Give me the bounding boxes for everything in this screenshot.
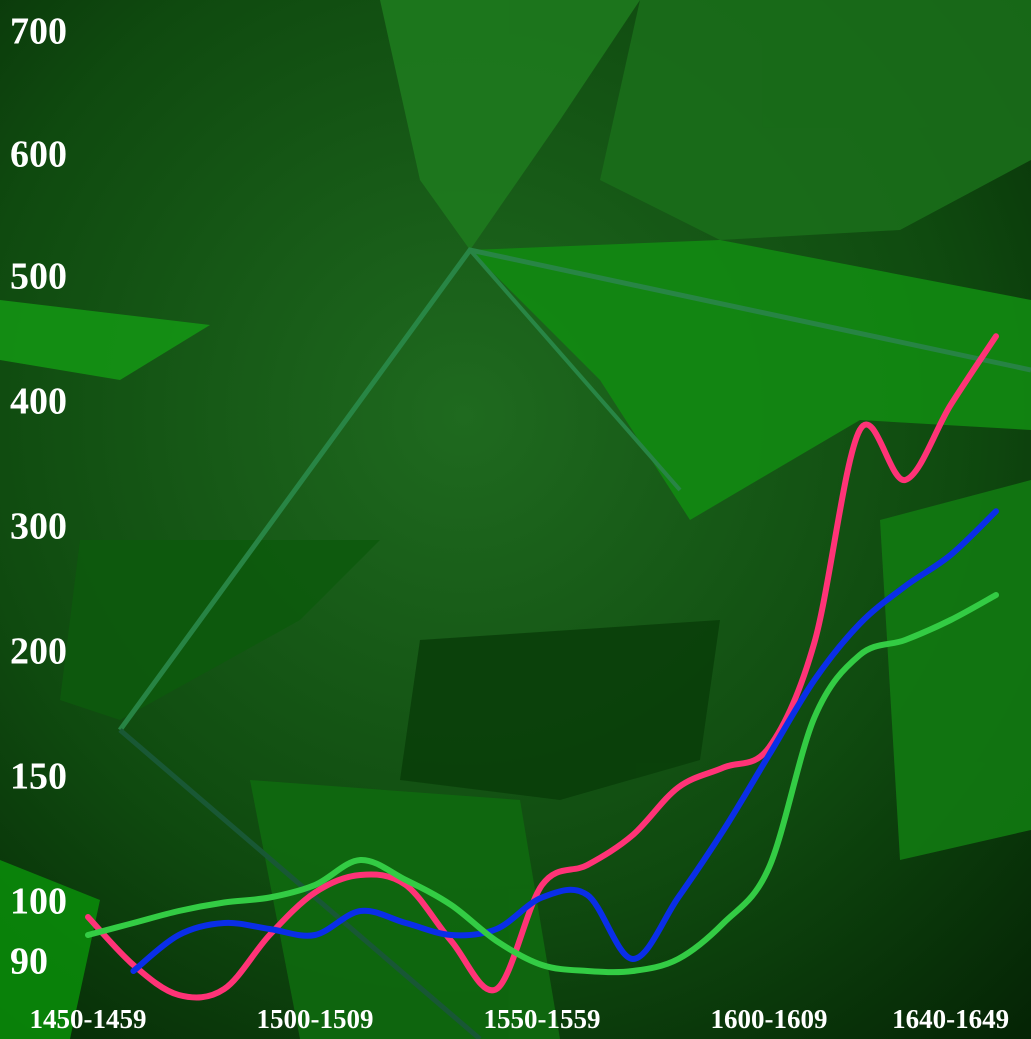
y-axis: 90 100 150 200 300 400 500 600 700 [10,11,67,983]
x-tick-label: 1640-1649 [892,1004,1009,1034]
y-tick-label: 150 [10,756,67,798]
x-tick-label: 1500-1509 [257,1004,374,1034]
x-tick-label: 1450-1459 [30,1004,147,1034]
y-tick-label: 300 [10,506,67,548]
x-axis: 1450-1459 1500-1509 1550-1559 1600-1609 1640… [30,1004,1010,1034]
y-tick-label: 500 [10,256,67,298]
x-tick-label: 1550-1559 [484,1004,601,1034]
plot [85,333,999,1001]
line-series [85,592,999,976]
line-series [85,333,999,1001]
x-tick-label: 1600-1609 [711,1004,828,1034]
line-series [130,508,999,974]
y-tick-label: 400 [10,381,67,423]
y-tick-label: 600 [10,134,67,176]
y-tick-label: 200 [10,631,67,673]
y-tick-label: 700 [10,11,67,53]
y-tick-label: 90 [10,941,48,983]
y-tick-label: 100 [10,881,67,923]
